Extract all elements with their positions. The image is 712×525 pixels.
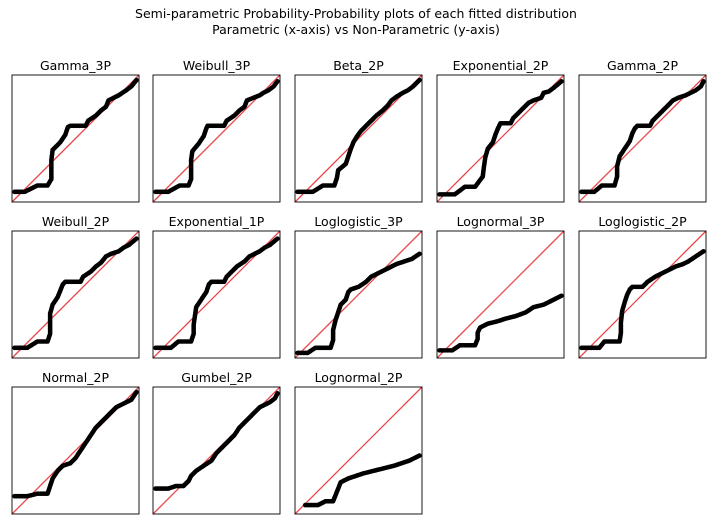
subplot-title: Weibull_2P — [42, 214, 110, 229]
reference-line — [578, 230, 707, 359]
reference-line — [294, 386, 423, 515]
data-point — [134, 389, 139, 395]
data-point — [134, 77, 139, 83]
axes-frame — [152, 230, 281, 359]
axes-frame — [294, 230, 423, 359]
panels-grid: Gamma_3P Weibull_3P Beta_2P Exponential_2P G… — [11, 58, 707, 515]
pp-subplot: Loglogistic_2P — [578, 214, 707, 359]
data-point — [275, 236, 280, 241]
axes-frame — [294, 74, 423, 203]
axes-frame — [578, 74, 707, 203]
axes-frame — [152, 74, 281, 203]
pp-subplot: Loglogistic_3P — [294, 214, 423, 359]
data-point — [701, 79, 706, 84]
pp-subplot: Normal_2P — [11, 370, 140, 515]
axes-frame — [578, 230, 707, 359]
data-point — [134, 236, 139, 241]
pp-subplot: Beta_2P — [294, 58, 423, 203]
axes-frame — [436, 230, 565, 359]
subplot-title: Weibull_3P — [183, 58, 251, 73]
data-point — [275, 391, 280, 396]
data-point — [417, 251, 422, 257]
data-point — [417, 453, 422, 458]
pp-subplot: Gamma_2P — [578, 58, 707, 203]
data-point — [701, 249, 706, 254]
pp-subplot: Weibull_3P — [152, 58, 281, 203]
subplot-title: Gamma_3P — [40, 58, 112, 73]
subplot-title: Exponential_1P — [169, 214, 265, 229]
pp-subplot: Gumbel_2P — [152, 370, 281, 515]
axes-frame — [436, 74, 565, 203]
subplot-title: Lognormal_3P — [457, 214, 545, 229]
reference-line — [436, 230, 565, 359]
axes-frame — [152, 386, 281, 515]
figure-title-line1: Semi-parametric Probability-Probability … — [135, 6, 577, 21]
data-point — [559, 79, 564, 84]
axes-frame — [11, 386, 140, 515]
data-point — [559, 293, 564, 299]
subplot-title: Gamma_2P — [607, 58, 679, 73]
subplot-title: Loglogistic_2P — [598, 214, 687, 229]
axes-frame — [11, 74, 140, 203]
subplot-title: Normal_2P — [42, 370, 109, 385]
data-point — [417, 77, 422, 83]
subplot-title: Gumbel_2P — [181, 370, 252, 385]
pp-subplot: Weibull_2P — [11, 214, 140, 359]
pp-subplot: Lognormal_3P — [436, 214, 565, 359]
pp-subplot: Gamma_3P — [11, 58, 140, 203]
subplot-title: Lognormal_2P — [315, 370, 403, 385]
pp-subplot: Exponential_2P — [436, 58, 565, 203]
subplot-title: Exponential_2P — [453, 58, 549, 73]
pp-subplot: Exponential_1P — [152, 214, 281, 359]
axes-frame — [294, 386, 423, 515]
subplot-title: Loglogistic_3P — [314, 214, 403, 229]
data-point — [275, 79, 280, 84]
reference-line — [294, 230, 423, 359]
pp-subplot: Lognormal_2P — [294, 370, 423, 515]
subplot-title: Beta_2P — [333, 58, 384, 73]
figure-title-line2: Parametric (x-axis) vs Non-Parametric (y… — [212, 22, 500, 37]
axes-frame — [11, 230, 140, 359]
